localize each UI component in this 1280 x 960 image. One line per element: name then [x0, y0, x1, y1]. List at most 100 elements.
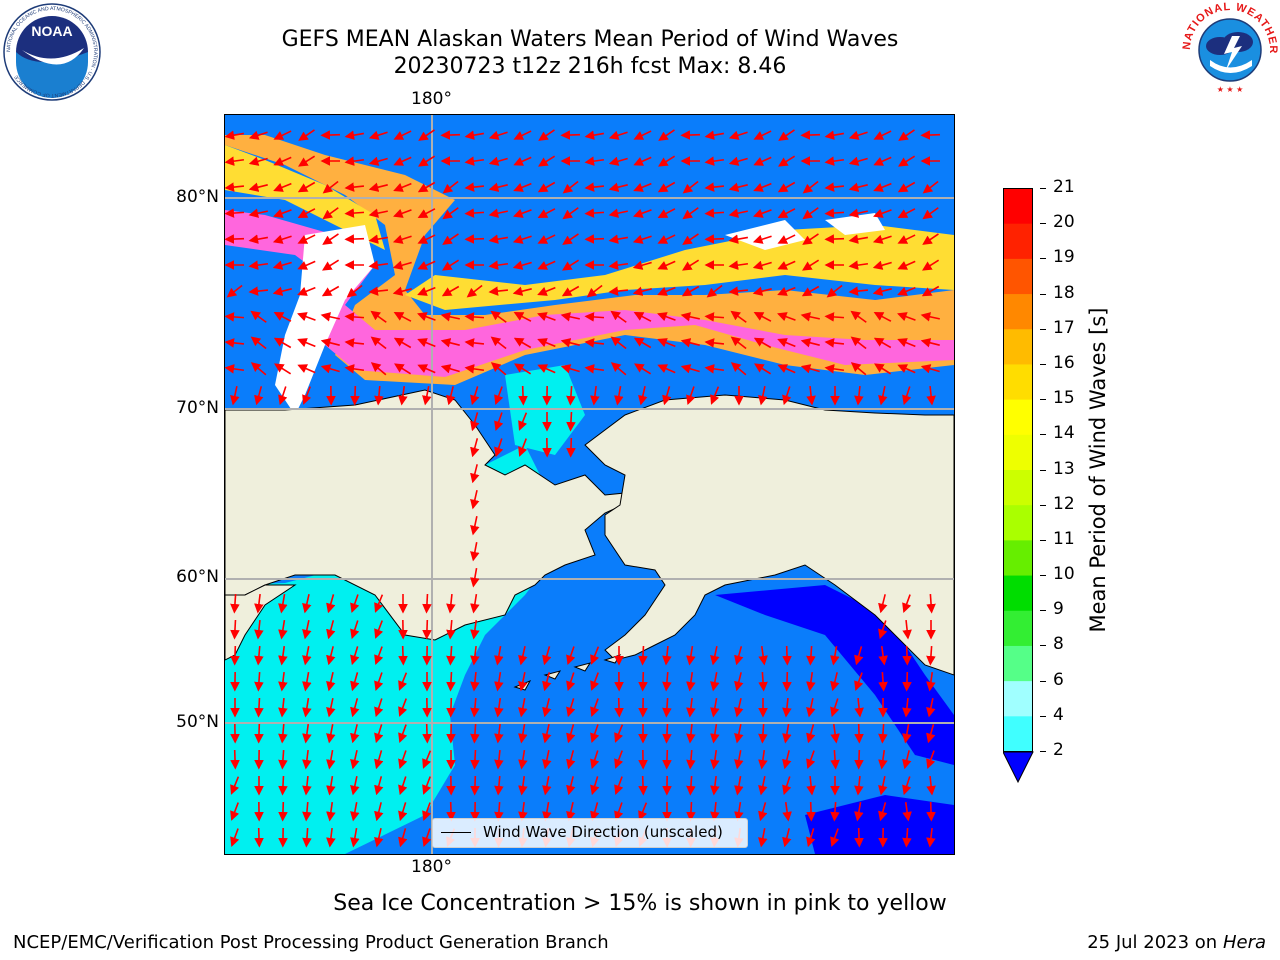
wave-arrow: [398, 698, 408, 717]
wave-arrow: [902, 619, 912, 640]
wave-arrow: [782, 386, 792, 406]
wave-arrow: [374, 698, 384, 718]
wave-arrow: [513, 182, 532, 192]
wave-arrow: [488, 130, 508, 140]
wave-arrow: [830, 698, 840, 718]
wave-arrow: [898, 155, 916, 167]
wave-arrow: [686, 386, 696, 406]
wave-arrow: [730, 310, 747, 323]
wave-arrow: [513, 312, 532, 322]
wave-arrow: [537, 208, 556, 218]
wave-arrow: [278, 671, 288, 692]
wave-arrow: [584, 312, 605, 322]
wave-arrow: [802, 180, 819, 194]
wave-arrow: [542, 724, 552, 744]
wave-arrow: [537, 234, 556, 244]
wave-arrow: [657, 181, 676, 193]
wave-arrow: [248, 260, 269, 270]
wave-arrow: [370, 362, 387, 376]
wave-arrow: [778, 155, 796, 167]
wave-arrow: [518, 412, 528, 431]
wave-arrow: [370, 310, 387, 323]
lat-label-50: 50°N: [176, 712, 219, 732]
wave-arrow: [800, 130, 821, 140]
wave-arrow: [584, 208, 605, 218]
wave-arrow: [273, 312, 292, 322]
wave-arrow: [254, 619, 264, 640]
wave-arrow: [874, 363, 892, 375]
wave-arrow: [368, 156, 388, 166]
wave-arrow: [470, 723, 480, 744]
wave-arrow: [326, 749, 336, 770]
wave-arrow: [344, 208, 365, 218]
wave-arrow: [782, 776, 792, 796]
wave-arrow: [490, 362, 507, 376]
wave-arrow: [225, 156, 245, 166]
wave-arrow: [854, 775, 864, 796]
wave-arrow: [417, 208, 436, 218]
wave-arrow: [614, 802, 624, 822]
wave-arrow: [922, 259, 940, 271]
wave-arrow: [584, 338, 605, 348]
wave-arrow: [566, 698, 576, 718]
wave-arrow: [686, 775, 696, 796]
wave-arrow: [326, 672, 336, 692]
wave-arrow: [374, 672, 384, 692]
wave-arrow: [297, 260, 316, 270]
wave-arrow: [320, 338, 340, 348]
wave-arrow: [590, 698, 600, 717]
wave-arrow: [782, 801, 792, 822]
wave-arrow: [344, 234, 365, 244]
wave-arrow: [824, 234, 845, 244]
wave-arrow: [826, 284, 843, 298]
wave-arrow: [878, 645, 888, 666]
wave-arrow: [806, 698, 816, 718]
wave-arrow: [225, 130, 245, 140]
wave-arrow: [350, 620, 360, 640]
wave-arrow: [470, 645, 480, 666]
wave-arrow: [225, 234, 245, 244]
wave-arrow: [610, 362, 627, 376]
wave-arrow: [902, 645, 912, 666]
wave-arrow: [566, 437, 576, 458]
wave-arrow: [398, 750, 408, 770]
wave-arrow: [464, 208, 485, 218]
wave-arrow: [417, 312, 436, 322]
wave-arrow: [777, 338, 796, 348]
wave-arrow: [422, 776, 432, 795]
wave-arrow: [562, 180, 579, 194]
wave-arrow: [728, 234, 749, 244]
wave-arrow: [566, 411, 576, 432]
wave-arrow: [417, 234, 436, 244]
siberia-land: [225, 389, 626, 641]
wave-arrow: [394, 363, 412, 375]
wave-arrow: [513, 208, 532, 218]
wave-arrow: [753, 156, 772, 166]
wave-arrow: [584, 234, 605, 244]
wave-arrow: [566, 750, 576, 770]
wave-arrow: [902, 723, 912, 744]
wave-arrow: [326, 827, 336, 848]
wave-arrow: [848, 208, 868, 218]
wave-arrow: [393, 337, 412, 349]
wave-arrow: [350, 827, 360, 848]
wave-arrow: [442, 259, 460, 271]
colorbar-cell: [1003, 680, 1033, 717]
wave-arrow: [806, 750, 816, 769]
colorbar-tick-label: 2: [1053, 740, 1064, 760]
wave-arrow: [422, 386, 432, 406]
footer-date: 25 Jul 2023 on Hera: [1087, 932, 1266, 953]
wave-arrow: [878, 671, 888, 692]
wave-arrow: [922, 233, 939, 245]
wave-arrow: [538, 129, 555, 141]
wave-arrow: [806, 724, 816, 744]
wave-arrow: [302, 594, 312, 614]
wave-arrow: [248, 234, 269, 244]
wave-arrow: [494, 749, 504, 770]
wave-arrow: [393, 208, 412, 218]
wave-arrow: [518, 775, 528, 796]
wave-arrow: [538, 155, 556, 167]
wave-arrow: [800, 364, 820, 374]
wave-arrow: [878, 776, 888, 796]
wave-arrow: [518, 438, 528, 457]
